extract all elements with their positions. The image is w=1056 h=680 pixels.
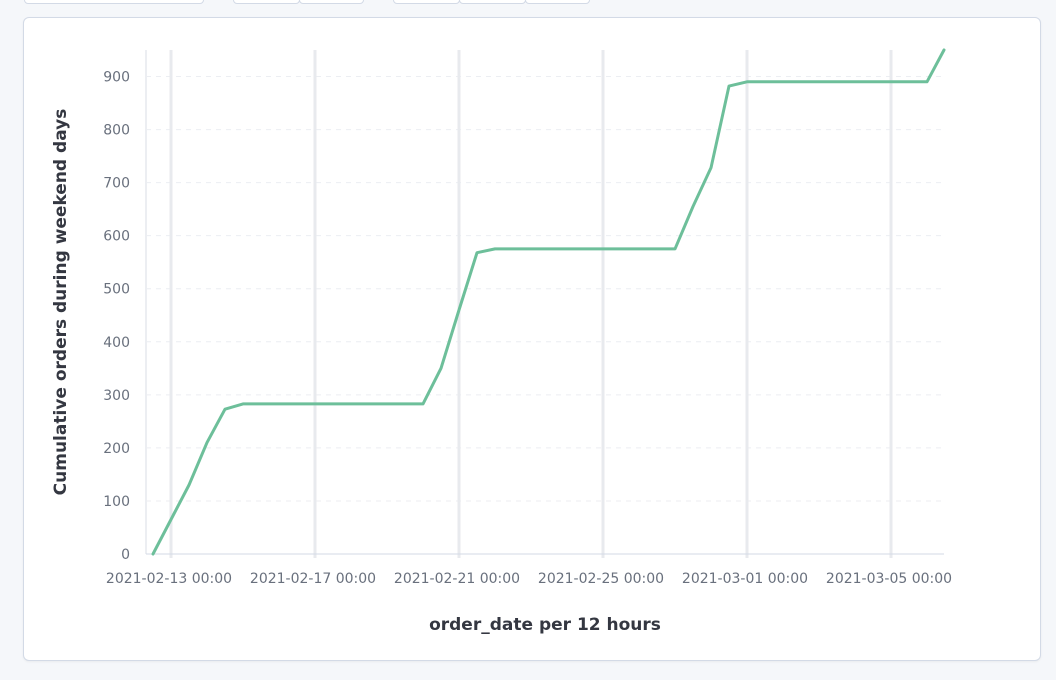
y-tick-label: 300 <box>103 388 130 404</box>
x-axis-ticks: 2021-02-13 00:00 2021-02-17 00:00 2021-02-… <box>106 571 952 587</box>
x-tick-label: 2021-03-05 00:00 <box>826 571 952 587</box>
y-tick-label: 700 <box>103 176 130 192</box>
y-axis-title: Cumulative orders during weekend days <box>51 109 71 496</box>
y-tick-label: 100 <box>103 494 130 510</box>
y-tick-label: 200 <box>103 441 130 457</box>
x-tick-label: 2021-02-25 00:00 <box>538 571 664 587</box>
y-tick-label: 400 <box>103 335 130 351</box>
series-layer <box>151 48 946 556</box>
y-axis-ticks: 0 100 200 300 400 500 600 700 800 900 <box>103 70 130 563</box>
grid <box>145 50 944 558</box>
series-line <box>151 48 946 556</box>
x-tick-label: 2021-02-13 00:00 <box>106 571 232 587</box>
y-tick-label: 500 <box>103 282 130 298</box>
x-tick-label: 2021-02-21 00:00 <box>394 571 520 587</box>
y-tick-label: 900 <box>103 70 130 86</box>
x-tick-label: 2021-02-17 00:00 <box>250 571 376 587</box>
y-tick-label: 0 <box>121 547 130 563</box>
x-axis-title: order_date per 12 hours <box>429 615 661 635</box>
y-tick-label: 600 <box>103 229 130 245</box>
y-tick-label: 800 <box>103 123 130 139</box>
x-tick-label: 2021-03-01 00:00 <box>682 571 808 587</box>
